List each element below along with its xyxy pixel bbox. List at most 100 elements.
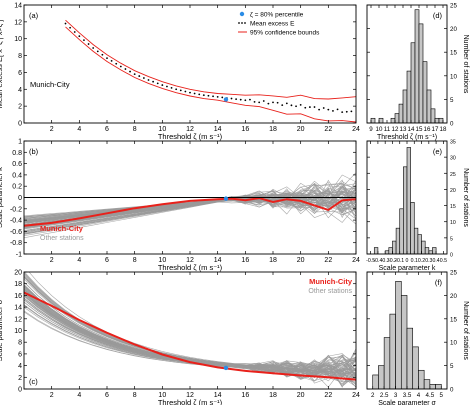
x-tick-label: 22 — [324, 126, 332, 133]
histogram-bar — [395, 281, 402, 389]
mean-excess-dot — [152, 80, 155, 83]
mean-excess-dot — [318, 108, 321, 111]
x-tick-label: 2 — [50, 126, 54, 133]
panel-a: 2 4 6 8 10 12 14 16 18 20 22 2402468101214Threshold… — [0, 3, 360, 142]
y-tick-label: 5 — [450, 363, 454, 370]
x-tick-label: 16 — [424, 126, 431, 133]
y-tick-label: 10 — [450, 220, 456, 226]
panel-letter: (f) — [435, 278, 443, 287]
mean-excess-dot — [276, 101, 279, 104]
x-axis-label: Threshold ζ (m s⁻¹) — [158, 398, 223, 405]
histogram-bar — [412, 346, 419, 389]
plot-area — [24, 172, 356, 239]
x-axis-label: Threshold ζ (m s⁻¹) — [377, 134, 437, 141]
panel-letter: (b) — [29, 147, 39, 156]
y-tick-label: 0 — [450, 387, 454, 394]
legend-dot — [241, 22, 243, 24]
y-tick-label: 10 — [450, 340, 457, 347]
munich-city-curve — [24, 197, 356, 227]
legend: ζ = 80% percentile Mean excess E 95% confi… — [238, 12, 320, 37]
legend-mean-label: Mean excess E — [250, 21, 295, 28]
mean-excess-dot — [133, 73, 136, 76]
y-tick-label: 8 — [18, 340, 22, 347]
histogram-bar — [406, 147, 411, 254]
y-tick-label: 6 — [18, 70, 22, 77]
histogram-bar — [372, 374, 379, 389]
y-tick-label: -0.6 — [10, 229, 22, 236]
mean-excess-dot — [212, 95, 214, 98]
y-tick-label: 5 — [450, 97, 454, 104]
x-tick-label: 18 — [269, 126, 277, 133]
x-tick-label: 0.4 — [432, 258, 439, 264]
x-tick-label: 12 — [186, 392, 194, 399]
mean-excess-dot — [350, 110, 353, 113]
percentile-marker — [223, 97, 229, 102]
x-tick-label: 18 — [440, 126, 447, 133]
histogram-bar — [410, 42, 416, 123]
x-tick-label: 24 — [352, 126, 360, 133]
legend-other-label: Other stations — [40, 235, 84, 242]
mean-excess-dot — [101, 53, 104, 56]
plot-area — [24, 272, 356, 388]
y-tick-label: 0 — [450, 253, 453, 259]
y-tick-label: 0 — [18, 121, 22, 128]
mean-excess-dot — [83, 39, 85, 42]
mean-excess-dot — [249, 98, 251, 101]
mean-excess-dot — [138, 75, 141, 77]
x-tick-label: 2 — [371, 392, 375, 399]
histogram-bar — [422, 61, 428, 123]
mean-excess-dot — [73, 31, 76, 33]
y-axis-label: Number of stations — [462, 35, 469, 94]
x-tick-label: 12 — [186, 126, 194, 133]
y-tick-label: 14 — [14, 305, 22, 312]
histogram-bar — [421, 240, 426, 254]
mean-excess-dot — [202, 94, 205, 97]
y-tick-label: 35 — [450, 140, 456, 146]
station-label: Munich-City — [30, 80, 70, 89]
munich-city-curve — [24, 291, 356, 381]
x-tick-label: 10 — [376, 126, 383, 133]
mean-excess-dot — [184, 90, 187, 93]
other-station-curve — [24, 192, 356, 228]
x-tick-label: 6 — [105, 257, 109, 264]
x-tick-label: 13 — [400, 126, 407, 133]
y-tick-label: 0 — [18, 195, 22, 202]
x-tick-label: 16 — [241, 392, 249, 399]
mean-excess-dot — [299, 104, 302, 106]
y-tick-label: 25 — [450, 172, 456, 178]
mean-excess-dot — [272, 101, 274, 104]
x-tick-label: 18 — [269, 257, 277, 264]
y-tick-label: 15 — [450, 204, 456, 210]
mean-excess-dot — [198, 93, 201, 96]
x-tick-label: 0.1 — [411, 258, 418, 264]
histogram-bar — [426, 89, 432, 123]
histogram-bar — [402, 89, 408, 123]
y-tick-label: 10 — [14, 328, 22, 335]
x-tick-label: 24 — [352, 392, 360, 399]
y-tick-label: -0.8 — [10, 240, 22, 247]
histogram-bar — [395, 227, 401, 254]
mean-excess-dot — [258, 101, 261, 104]
y-tick-label: 1 — [18, 139, 22, 146]
x-tick-label: 16 — [241, 126, 249, 133]
y-tick-label: 12 — [14, 19, 22, 26]
mean-excess-dot — [322, 107, 325, 109]
y-tick-label: 20 — [450, 188, 456, 194]
mean-excess-dot — [156, 82, 159, 85]
y-axis-label: Number of stations — [462, 168, 469, 227]
mean-excess-dot — [262, 100, 265, 102]
x-tick-label: 4 — [77, 392, 81, 399]
histogram-bar — [417, 234, 422, 254]
y-tick-label: 20 — [14, 270, 22, 277]
histogram-bar — [390, 117, 396, 123]
x-tick-label: 17 — [432, 126, 439, 133]
plot-area — [373, 147, 437, 254]
panel-e: -0.5-0.4-0.3-0.2-0.1 0 0.1 0.2 0.3 0.4 0.50510… — [366, 140, 469, 273]
y-axis-label: Number of stations — [462, 301, 469, 360]
x-tick-label: 2 — [50, 392, 54, 399]
y-tick-label: 5 — [450, 236, 453, 242]
mean-excess-dot — [216, 95, 219, 98]
